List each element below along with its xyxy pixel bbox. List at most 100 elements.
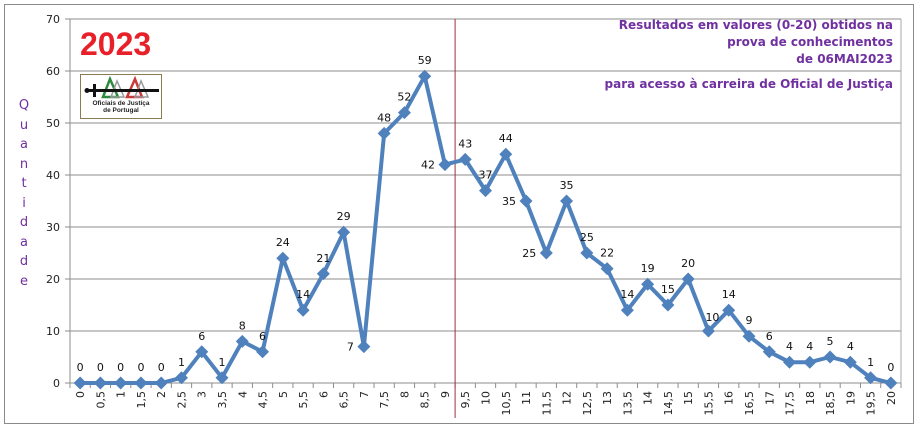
x-tick-label: 12 (561, 391, 574, 405)
x-tick-label: 1,5 (135, 391, 148, 409)
data-point-marker (762, 345, 776, 359)
y-tick-label: 60 (46, 65, 60, 78)
data-label: 1 (867, 356, 874, 369)
data-label: 5 (827, 335, 834, 348)
data-label: 24 (276, 236, 290, 249)
data-label: 22 (600, 247, 614, 260)
x-tick-label: 16,5 (743, 391, 756, 416)
data-point-marker (438, 158, 452, 172)
x-tick-label: 11 (520, 391, 533, 405)
data-point-marker (296, 303, 310, 317)
data-label: 10 (705, 311, 719, 324)
logo-oficiais-de-justica: Oficiais de Justiça de Portugal (80, 74, 162, 119)
data-label: 42 (421, 159, 435, 172)
x-tick-label: 7,5 (378, 391, 391, 409)
data-label: 0 (117, 361, 124, 374)
x-tick-label: 4,5 (257, 391, 270, 409)
data-label: 6 (198, 330, 205, 343)
data-point-marker (479, 184, 492, 198)
chart-frame (4, 4, 914, 424)
x-tick-label: 6,5 (338, 391, 351, 409)
x-tick-label: 18 (804, 391, 817, 405)
data-point-marker (600, 262, 614, 276)
x-tick-label: 10,5 (500, 391, 513, 416)
data-label: 14 (620, 288, 634, 301)
x-tick-label: 20 (885, 391, 898, 405)
data-point-marker (73, 376, 87, 390)
title-line-1: Resultados em valores (0-20) obtidos na (618, 18, 893, 32)
data-label: 19 (641, 262, 655, 275)
data-point-marker (499, 147, 513, 161)
data-label: 0 (887, 361, 894, 374)
x-tick-label: 13,5 (621, 391, 634, 416)
x-tick-label: 9,5 (459, 391, 472, 409)
data-point-marker (418, 69, 432, 83)
data-label: 4 (806, 340, 813, 353)
data-point-marker (316, 267, 330, 281)
data-label: 48 (377, 111, 391, 124)
data-point-marker (701, 324, 715, 338)
data-point-marker (620, 303, 634, 317)
x-tick-label: 14 (642, 391, 655, 405)
x-tick-label: 19,5 (865, 391, 878, 416)
data-point-marker (276, 251, 290, 265)
data-point-marker (519, 194, 533, 208)
data-point-marker (357, 340, 371, 354)
data-label: 25 (580, 231, 594, 244)
x-tick-label: 18,5 (824, 391, 837, 416)
y-tick-label: 0 (53, 377, 60, 390)
x-tick-label: 5 (277, 391, 290, 398)
x-tick-label: 5,5 (297, 391, 310, 409)
data-point-marker (114, 376, 128, 390)
x-tick-label: 16 (723, 391, 736, 405)
logo-text-line2: de Portugal (103, 107, 139, 114)
data-label: 25 (522, 247, 536, 260)
x-tick-label: 17 (763, 391, 776, 405)
data-point-marker (458, 152, 472, 166)
data-point-marker (560, 194, 574, 208)
data-point-marker (235, 334, 249, 348)
sword-triangles-icon (84, 75, 159, 99)
x-tick-label: 8 (398, 391, 411, 398)
y-axis-label: Q u a n t i d a d e (18, 98, 30, 289)
data-label: 20 (681, 257, 695, 270)
data-label: 4 (786, 340, 793, 353)
data-point-marker (215, 371, 229, 385)
x-tick-label: 0,5 (94, 391, 107, 409)
x-tick-label: 15,5 (702, 391, 715, 416)
data-label: 7 (347, 341, 354, 354)
y-tick-label: 10 (46, 325, 60, 338)
x-tick-label: 19 (844, 391, 857, 405)
y-tick-label: 50 (46, 117, 60, 130)
data-point-marker (195, 345, 209, 359)
x-tick-label: 14,5 (662, 391, 675, 416)
year-label: 2023 (80, 26, 152, 62)
data-label: 15 (661, 283, 675, 296)
data-label: 6 (766, 330, 773, 343)
x-tick-label: 17,5 (784, 391, 797, 416)
data-label: 35 (502, 195, 516, 208)
y-tick-label: 40 (46, 169, 60, 182)
data-point-marker (884, 376, 898, 390)
x-tick-label: 4 (236, 391, 249, 398)
data-label: 14 (722, 288, 736, 301)
data-point-marker (843, 355, 857, 369)
data-point-marker (154, 376, 168, 390)
data-label: 59 (418, 54, 432, 67)
data-point-marker (803, 355, 817, 369)
data-label: 44 (499, 132, 513, 145)
data-label: 4 (847, 340, 854, 353)
data-label: 14 (296, 288, 310, 301)
data-label: 43 (458, 137, 472, 150)
data-label: 1 (219, 356, 226, 369)
data-point-marker (580, 246, 594, 260)
data-label: 6 (259, 330, 266, 343)
data-point-marker (174, 371, 188, 385)
data-label: 0 (158, 361, 165, 374)
data-point-marker (742, 329, 756, 343)
data-point-marker (134, 376, 148, 390)
data-label: 35 (560, 179, 574, 192)
data-point-marker (539, 246, 553, 260)
data-label: 37 (479, 169, 493, 182)
data-point-marker (681, 272, 695, 286)
